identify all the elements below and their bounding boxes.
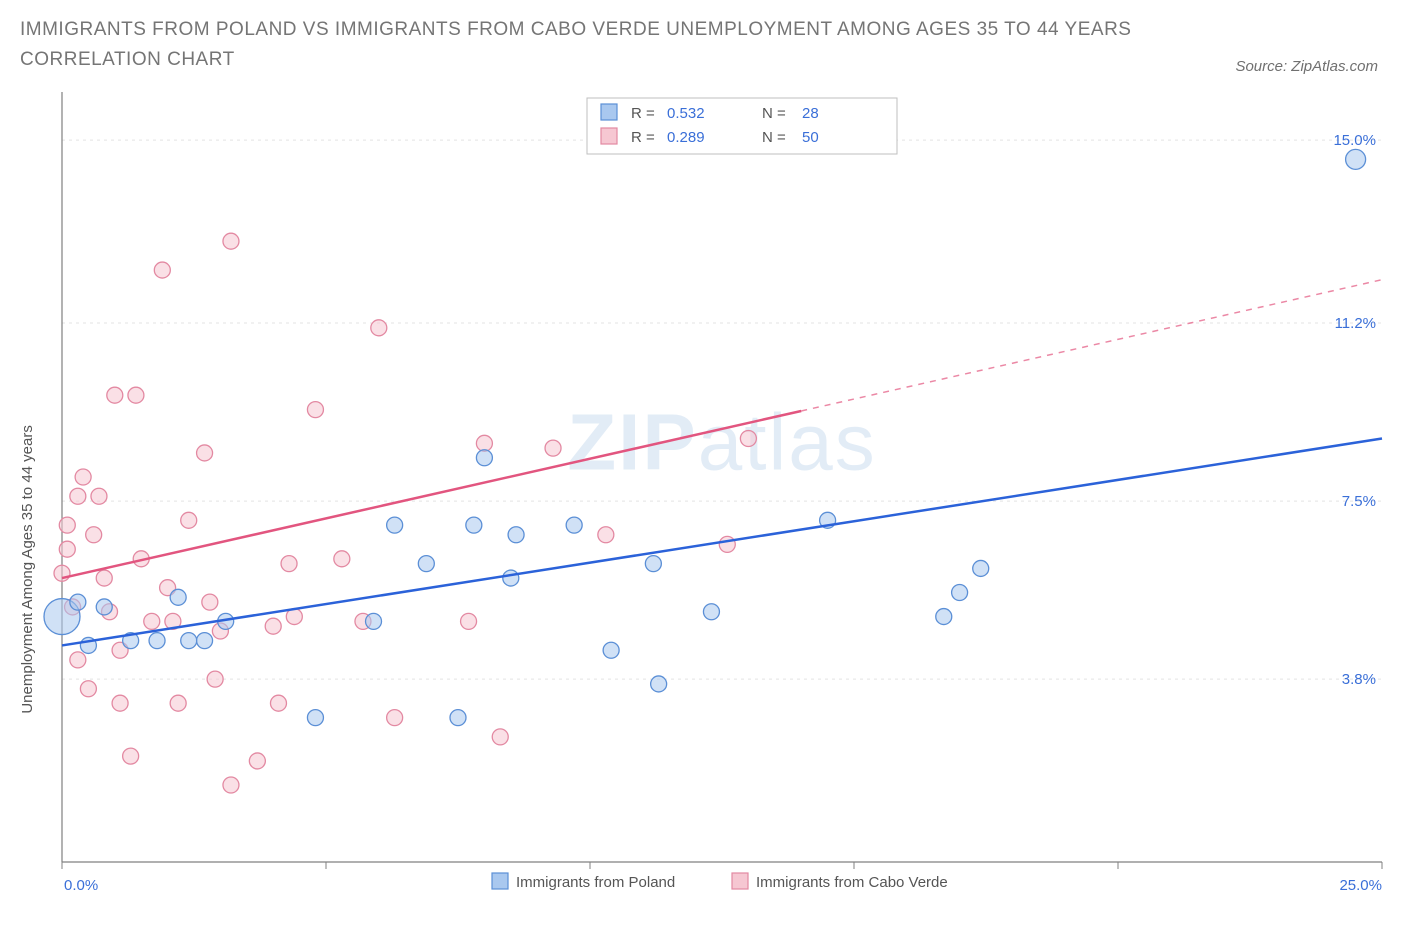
svg-text:N =: N = <box>762 105 786 122</box>
svg-text:15.0%: 15.0% <box>1333 132 1376 149</box>
svg-text:Immigrants from Cabo Verde: Immigrants from Cabo Verde <box>756 874 948 891</box>
svg-text:3.8%: 3.8% <box>1342 671 1376 688</box>
svg-text:50: 50 <box>802 129 819 146</box>
chart-container: 0.0% 25.0% 3.8% 7.5% 11.2% 15.0% ZIPatlas Unemp… <box>0 82 1406 892</box>
svg-text:R =: R = <box>631 105 655 122</box>
chart-title: IMMIGRANTS FROM POLAND VS IMMIGRANTS FRO… <box>0 0 1190 81</box>
svg-text:Immigrants from Poland: Immigrants from Poland <box>516 874 675 891</box>
svg-text:28: 28 <box>802 105 819 122</box>
svg-text:Unemployment Among Ages 35 to: Unemployment Among Ages 35 to 44 years <box>19 425 36 714</box>
svg-text:R =: R = <box>631 129 655 146</box>
svg-text:0.289: 0.289 <box>667 129 705 146</box>
svg-text:11.2%: 11.2% <box>1335 315 1376 332</box>
svg-text:25.0%: 25.0% <box>1339 877 1382 894</box>
svg-text:0.0%: 0.0% <box>64 877 98 894</box>
svg-text:N =: N = <box>762 129 786 146</box>
svg-text:ZIPatlas: ZIPatlas <box>567 397 876 486</box>
correlation-scatter-chart: 0.0% 25.0% 3.8% 7.5% 11.2% 15.0% ZIPatlas Unemp… <box>0 82 1406 922</box>
source-label: Source: ZipAtlas.com <box>1235 58 1378 75</box>
svg-text:7.5%: 7.5% <box>1342 493 1376 510</box>
svg-text:0.532: 0.532 <box>667 105 705 122</box>
